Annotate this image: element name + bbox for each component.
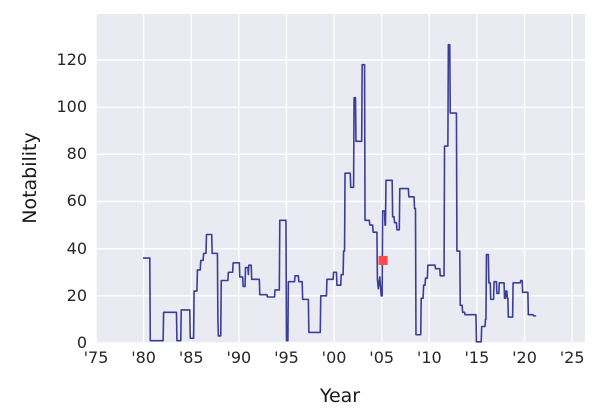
chart-canvas xyxy=(96,14,585,343)
y-tick-label: 60 xyxy=(66,191,87,211)
x-tick-label: '05 xyxy=(369,348,395,367)
y-axis-label: Notability xyxy=(19,132,41,224)
x-tick-label: '10 xyxy=(416,348,442,367)
x-tick-label: '85 xyxy=(178,348,204,367)
red-square-marker xyxy=(378,255,388,265)
x-tick-label: '00 xyxy=(321,348,347,367)
y-tick-label: 20 xyxy=(66,285,87,305)
y-tick-label: 100 xyxy=(56,97,87,117)
x-tick-label: '20 xyxy=(512,348,537,367)
y-tick-label: 120 xyxy=(56,49,87,69)
line-series-notability-by-year xyxy=(142,43,537,343)
x-axis-label: Year xyxy=(319,385,361,407)
x-tick-label: '75 xyxy=(83,348,109,367)
x-tick-label: '95 xyxy=(274,348,299,367)
x-tick-label: '90 xyxy=(226,348,252,367)
y-tick-label: 40 xyxy=(66,238,87,258)
y-tick-label: 0 xyxy=(76,333,87,352)
y-tick-label: 80 xyxy=(66,144,87,164)
x-tick-label: '15 xyxy=(464,348,490,367)
plot-area xyxy=(96,14,585,343)
x-tick-label: '25 xyxy=(559,348,585,367)
x-tick-label: '80 xyxy=(131,348,156,367)
